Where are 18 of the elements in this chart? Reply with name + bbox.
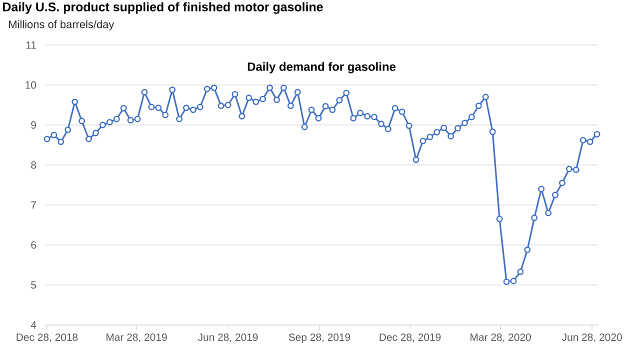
x-tick-label: Jun 28, 2020 [562,334,622,342]
x-tick-label: Jun 28, 2019 [198,334,258,342]
x-tick-label: Dec 28, 2018 [16,334,78,342]
chart-title: Daily U.S. product supplied of finished motor gasoline [3,2,323,14]
y-tick-label: 4 [30,321,36,329]
y-tick-label: 10 [26,81,36,89]
y-tick-label: 8 [31,161,36,169]
y-tick-label: 7 [31,201,36,209]
y-axis-title: Millions of barrels/day [9,20,114,30]
y-tick-label: 9 [31,121,36,129]
x-tick-label: Mar 28, 2019 [106,334,167,342]
text: Daily demand for gasoline [248,62,396,74]
y-tick-label: 6 [31,241,36,249]
x-tick-label: Mar 28, 2020 [470,334,531,342]
y-tick-label: 11 [26,41,36,49]
x-tick-label: Dec 28, 2019 [380,334,441,342]
y-tick-label: 5 [31,281,36,289]
x-tick-label: Sep 28, 2019 [288,334,350,343]
